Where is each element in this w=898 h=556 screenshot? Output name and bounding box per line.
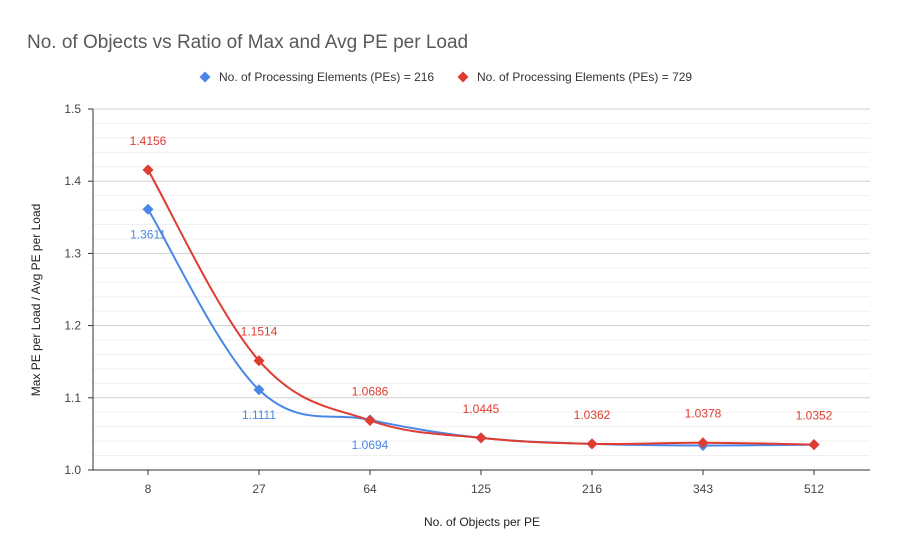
- data-label-216: 1.0694: [352, 438, 389, 452]
- data-label-216: 1.1111: [242, 408, 276, 422]
- data-point-216: [142, 203, 154, 215]
- x-tick-label: 64: [363, 482, 377, 496]
- legend-marker-icon: [457, 71, 469, 83]
- data-point-729: [142, 164, 154, 176]
- data-point-729: [475, 432, 487, 444]
- y-axis-title: Max PE per Load / Avg PE per Load: [29, 204, 43, 397]
- y-tick-label: 1.3: [64, 246, 81, 260]
- y-tick-label: 1.5: [64, 102, 81, 116]
- y-tick-label: 1.4: [64, 174, 81, 188]
- x-tick-label: 343: [693, 482, 713, 496]
- legend-label-216: No. of Processing Elements (PEs) = 216: [219, 70, 434, 84]
- x-axis-title: No. of Objects per PE: [424, 515, 540, 529]
- data-label-729: 1.0352: [796, 409, 833, 423]
- chart-title: No. of Objects vs Ratio of Max and Avg P…: [27, 32, 468, 53]
- data-point-729: [808, 439, 820, 451]
- x-tick-label: 27: [252, 482, 266, 496]
- data-label-729: 1.0378: [685, 407, 722, 421]
- data-point-216: [253, 384, 265, 396]
- x-tick-label: 125: [471, 482, 491, 496]
- x-tick-label: 216: [582, 482, 602, 496]
- legend-label-729: No. of Processing Elements (PEs) = 729: [477, 70, 692, 84]
- y-tick-label: 1.0: [64, 463, 81, 477]
- data-label-729: 1.0362: [574, 408, 611, 422]
- grid: [92, 108, 870, 471]
- legend: No. of Processing Elements (PEs) = 216 No…: [199, 70, 692, 84]
- data-point-729: [253, 355, 265, 367]
- data-label-729: 1.0686: [352, 384, 389, 398]
- x-tick-label: 512: [804, 482, 824, 496]
- data-labels: 1.3611 1.1111 1.0694 1.4156 1.1514 1.0686 1.04…: [130, 134, 833, 452]
- y-tick-label: 1.1: [64, 391, 81, 405]
- data-label-729: 1.1514: [241, 325, 278, 339]
- data-label-216: 1.3611: [130, 227, 166, 241]
- x-axis: 8 27 64 125 216 343 512: [145, 470, 824, 496]
- data-label-729: 1.0445: [463, 402, 500, 416]
- x-tick-label: 8: [145, 482, 152, 496]
- data-point-729: [586, 438, 598, 450]
- y-tick-label: 1.2: [64, 319, 81, 333]
- legend-marker-icon: [199, 71, 211, 83]
- data-label-729: 1.4156: [130, 134, 167, 148]
- y-axis: 1.0 1.1 1.2 1.3 1.4 1.5: [64, 102, 93, 477]
- data-point-729: [364, 414, 376, 426]
- series-points: [142, 164, 820, 451]
- data-point-729: [697, 437, 709, 449]
